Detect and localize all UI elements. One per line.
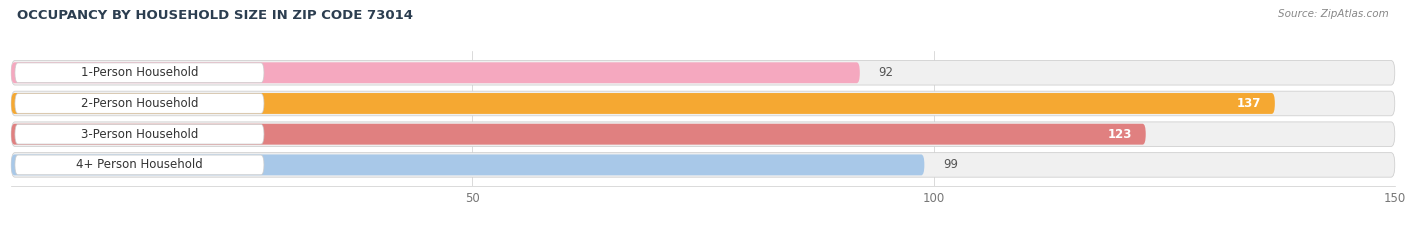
FancyBboxPatch shape xyxy=(11,61,1395,85)
FancyBboxPatch shape xyxy=(15,124,264,144)
Text: 2-Person Household: 2-Person Household xyxy=(80,97,198,110)
FancyBboxPatch shape xyxy=(15,94,264,113)
FancyBboxPatch shape xyxy=(11,154,924,175)
FancyBboxPatch shape xyxy=(11,122,1395,147)
Text: 99: 99 xyxy=(943,158,957,171)
FancyBboxPatch shape xyxy=(11,62,860,83)
Text: 3-Person Household: 3-Person Household xyxy=(80,128,198,141)
FancyBboxPatch shape xyxy=(11,153,1395,177)
FancyBboxPatch shape xyxy=(11,124,1146,145)
Text: 137: 137 xyxy=(1237,97,1261,110)
Text: OCCUPANCY BY HOUSEHOLD SIZE IN ZIP CODE 73014: OCCUPANCY BY HOUSEHOLD SIZE IN ZIP CODE … xyxy=(17,9,413,22)
FancyBboxPatch shape xyxy=(11,91,1395,116)
Text: 4+ Person Household: 4+ Person Household xyxy=(76,158,202,171)
FancyBboxPatch shape xyxy=(15,63,264,82)
FancyBboxPatch shape xyxy=(11,93,1275,114)
Text: 1-Person Household: 1-Person Household xyxy=(80,66,198,79)
Text: 123: 123 xyxy=(1108,128,1132,141)
FancyBboxPatch shape xyxy=(15,155,264,175)
Text: 92: 92 xyxy=(879,66,893,79)
Text: Source: ZipAtlas.com: Source: ZipAtlas.com xyxy=(1278,9,1389,19)
